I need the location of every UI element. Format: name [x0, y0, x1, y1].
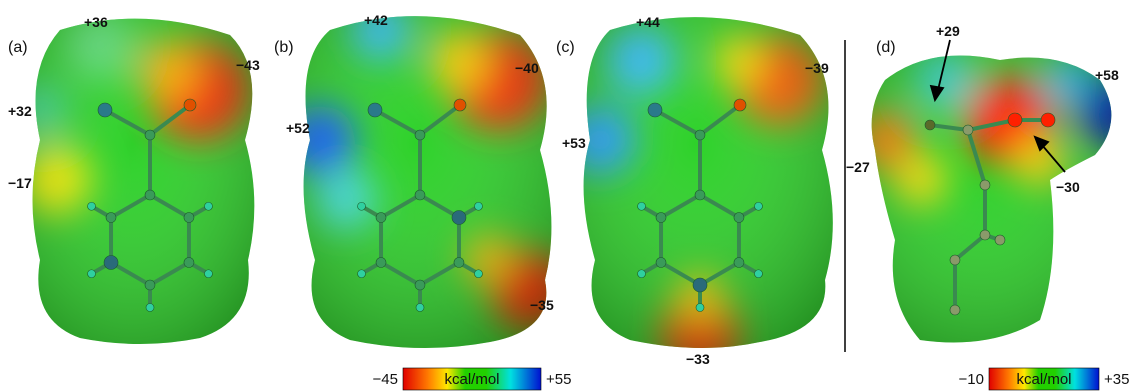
annotation: +32	[8, 103, 32, 119]
annotation: −35	[530, 297, 554, 313]
atom	[454, 258, 464, 268]
annotation: −30	[1056, 179, 1080, 195]
atom	[415, 280, 425, 290]
atom	[145, 190, 155, 200]
esp-surface	[855, 40, 1132, 360]
annotation: −43	[236, 57, 260, 73]
atom	[474, 202, 482, 210]
atom	[696, 304, 704, 312]
atom	[950, 255, 960, 265]
atom	[754, 202, 762, 210]
annotation: −17	[8, 175, 32, 191]
panel-label: (c)	[556, 39, 575, 56]
atom	[358, 202, 366, 210]
atom	[980, 230, 990, 240]
annotation: +44	[636, 14, 660, 30]
atom	[145, 280, 155, 290]
annotation: +42	[364, 12, 388, 28]
annotation: +52	[286, 120, 310, 136]
panel-label: (a)	[8, 39, 28, 56]
atom	[106, 213, 116, 223]
atom	[695, 190, 705, 200]
atom	[638, 270, 646, 278]
atom	[1008, 113, 1022, 127]
atom	[204, 270, 212, 278]
annotation: +53	[562, 135, 586, 151]
panel-label: (d)	[876, 39, 896, 56]
colorbar-max: +35	[1104, 371, 1129, 388]
atom	[184, 99, 196, 111]
atom	[145, 130, 155, 140]
atom	[184, 213, 194, 223]
colorbar-min: −10	[959, 371, 984, 388]
annotation: +58	[1095, 67, 1119, 83]
panel-label: (b)	[274, 39, 294, 56]
atom	[1041, 113, 1055, 127]
annotation: +36	[84, 14, 108, 30]
atom	[980, 180, 990, 190]
atom	[204, 202, 212, 210]
atom	[754, 270, 762, 278]
figure: (a) (b) (c) (d) +36 −43 +32 −17 +42 −40 …	[0, 0, 1132, 392]
atom	[656, 258, 666, 268]
atom	[376, 213, 386, 223]
atom	[146, 304, 154, 312]
colorbar-unit: kcal/mol	[1016, 371, 1071, 388]
atom	[88, 202, 96, 210]
annotation: −40	[515, 60, 539, 76]
annotation: −27	[846, 159, 870, 175]
atom	[376, 258, 386, 268]
atom	[184, 258, 194, 268]
atom	[995, 235, 1005, 245]
atom	[963, 125, 973, 135]
atom	[358, 270, 366, 278]
atom	[695, 130, 705, 140]
atom	[474, 270, 482, 278]
atom	[415, 190, 425, 200]
atom	[98, 103, 112, 117]
esp-surface	[15, 0, 270, 360]
annotation: −39	[805, 60, 829, 76]
annotation: +29	[936, 23, 960, 39]
atom	[648, 103, 662, 117]
atom	[104, 256, 118, 270]
colorbar-max: +55	[546, 371, 571, 388]
atom	[368, 103, 382, 117]
atom	[416, 304, 424, 312]
atom	[656, 213, 666, 223]
atom	[452, 211, 466, 225]
atom	[454, 99, 466, 111]
atom	[693, 278, 707, 292]
atom	[88, 270, 96, 278]
atom	[734, 258, 744, 268]
colorbar-unit: kcal/mol	[444, 371, 499, 388]
atom	[638, 202, 646, 210]
annotation: −33	[686, 351, 710, 367]
atom	[950, 305, 960, 315]
esp-surface	[285, 0, 570, 360]
atom	[415, 130, 425, 140]
esp-surface	[565, 0, 850, 375]
atom	[734, 99, 746, 111]
colorbar-min: −45	[373, 371, 398, 388]
atom	[925, 120, 935, 130]
atom	[734, 213, 744, 223]
